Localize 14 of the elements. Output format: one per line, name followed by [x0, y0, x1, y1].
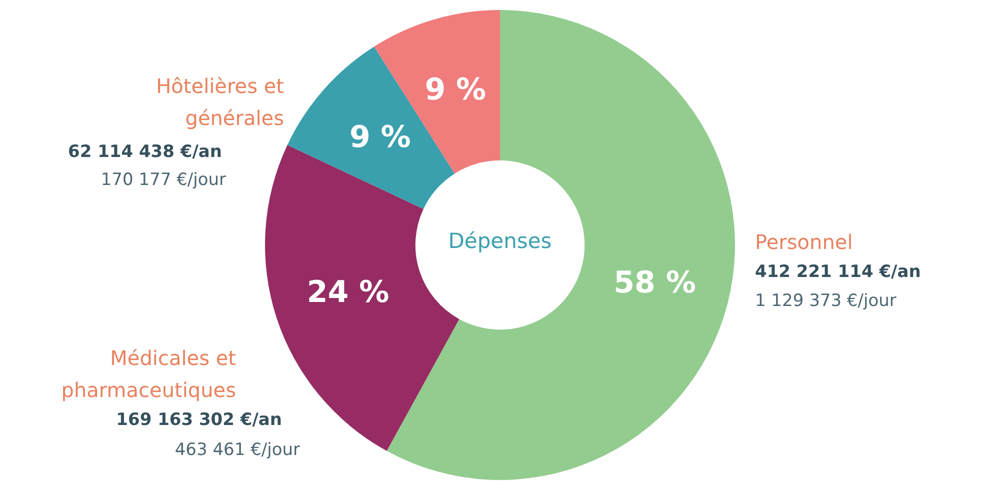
slice-label: Médicales et pharmaceutiques — [60, 345, 236, 404]
slice-label: Personnel — [755, 229, 854, 256]
text: 1 129 373 €/jour — [755, 291, 896, 311]
text: 169 163 302 €/an — [116, 410, 282, 430]
text: 62 114 438 €/an — [68, 142, 222, 162]
data-label: 9 % — [424, 72, 486, 108]
text: 170 177 €/jour — [100, 170, 226, 190]
data-label: 58 % — [614, 266, 696, 301]
text: 463 461 €/jour — [174, 440, 300, 460]
text: Dépenses — [447, 229, 553, 253]
text: 412 221 114 €/an — [755, 262, 921, 282]
data-label: 9 % — [349, 120, 411, 156]
slice-label: Hôtelières et générales — [155, 73, 284, 132]
data-label: 24 % — [306, 275, 390, 310]
